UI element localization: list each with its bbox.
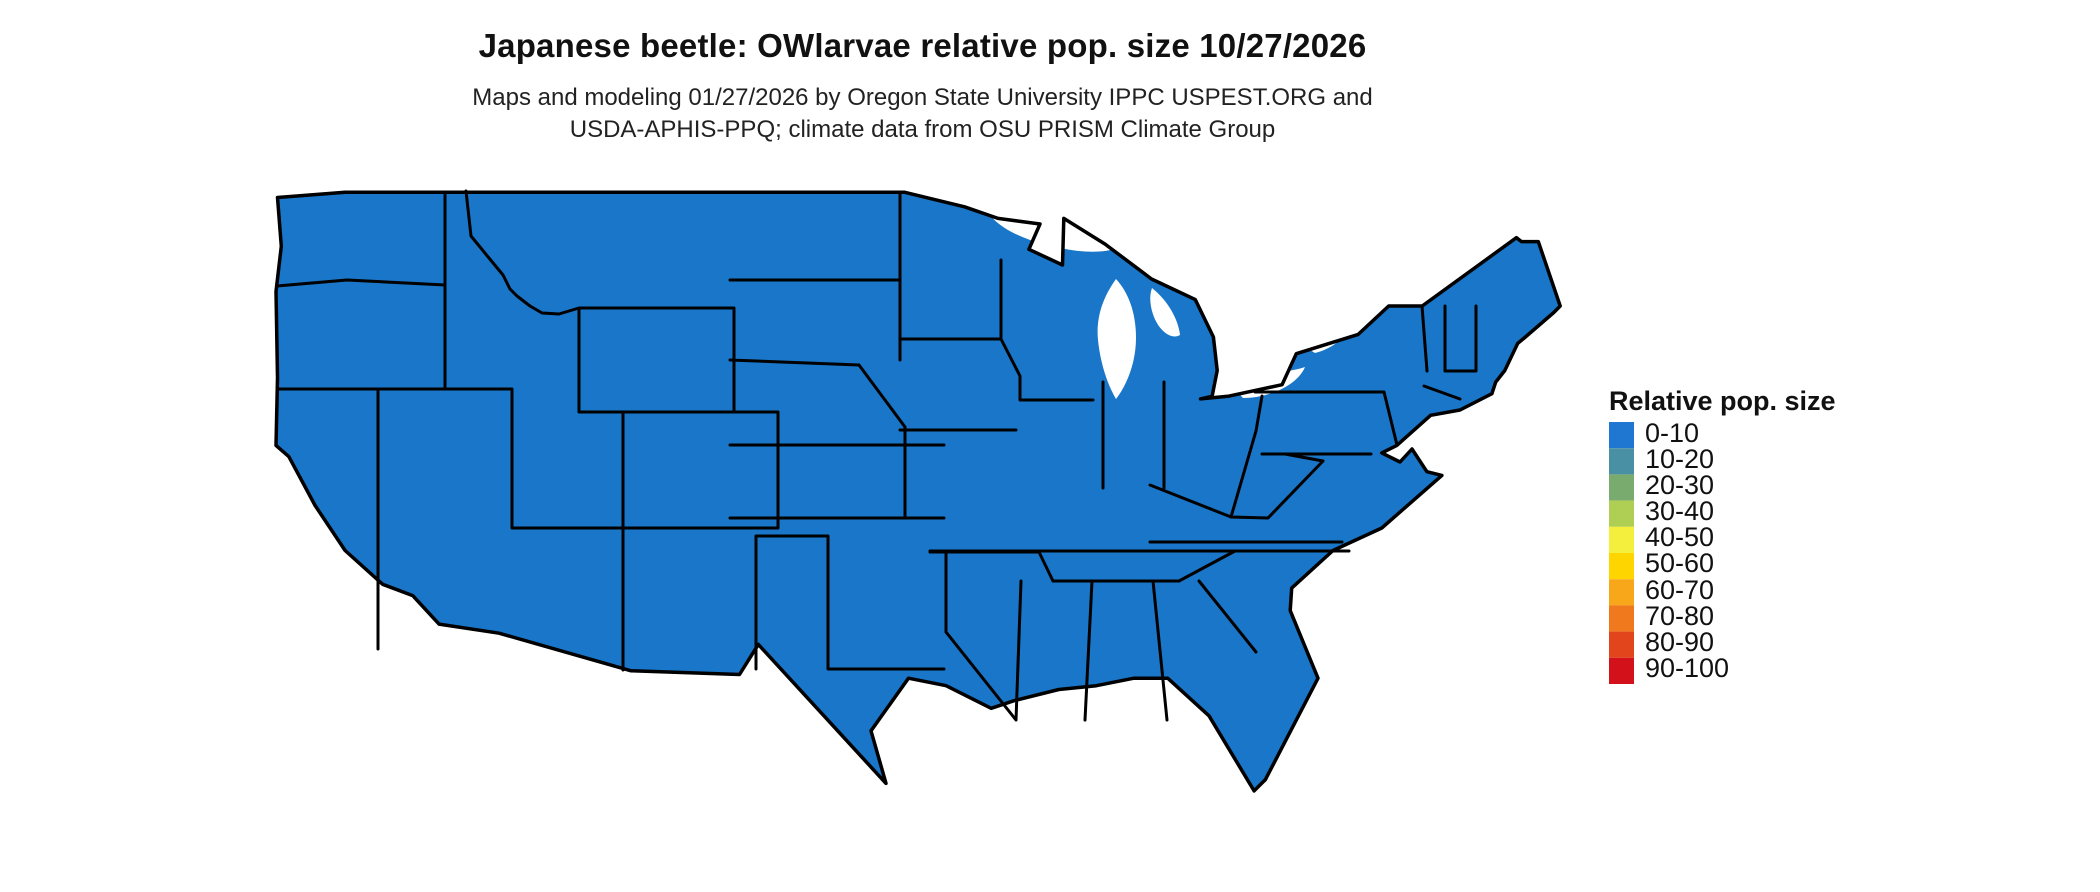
svg-text:90-100: 90-100 bbox=[1645, 653, 1729, 683]
svg-text:Relative pop. size: Relative pop. size bbox=[1609, 386, 1836, 416]
svg-text:50-60: 50-60 bbox=[1645, 548, 1714, 578]
